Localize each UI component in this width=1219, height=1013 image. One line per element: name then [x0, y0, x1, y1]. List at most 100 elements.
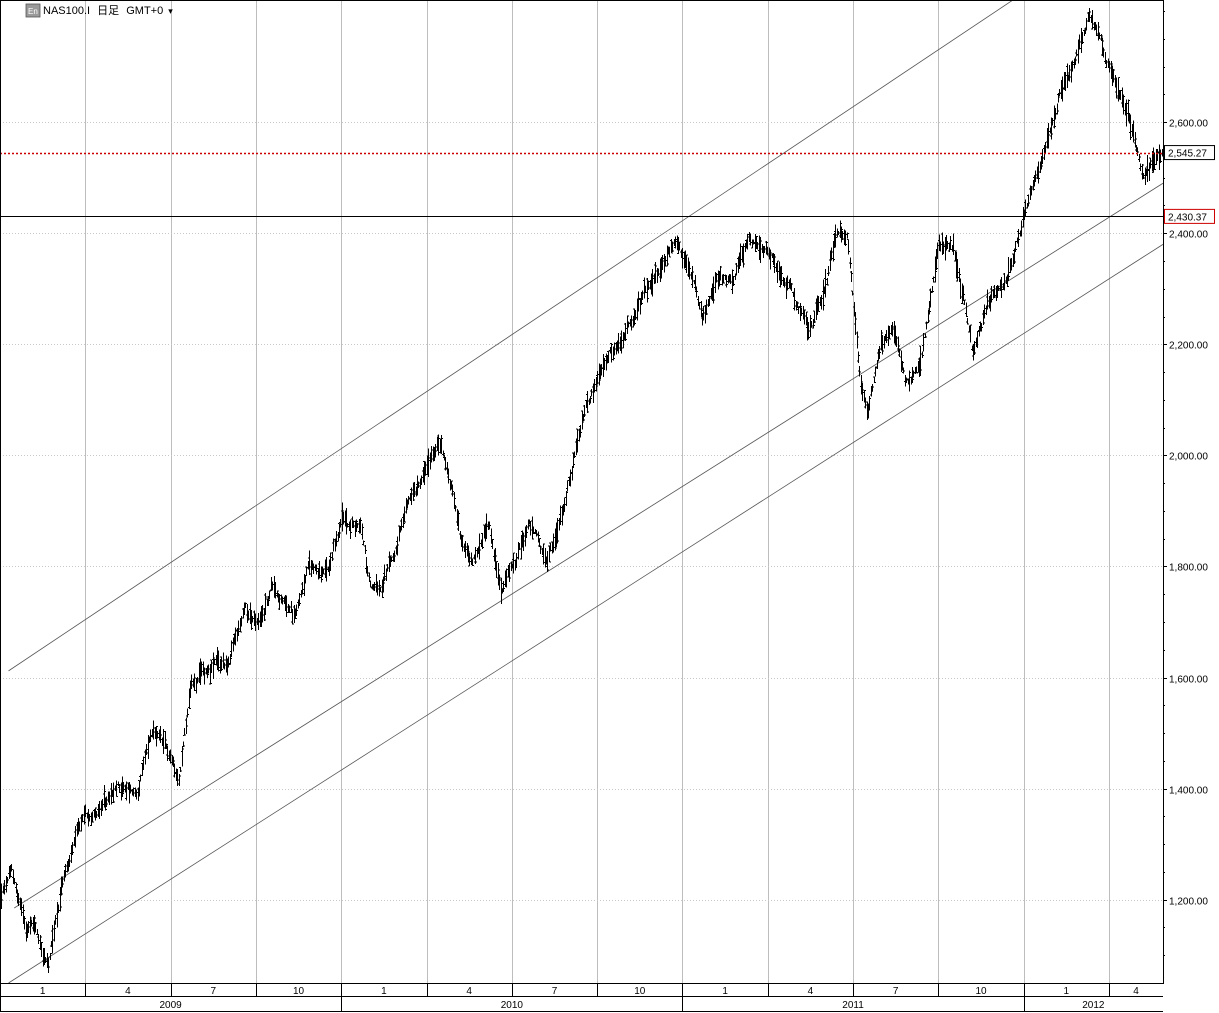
- price-bar: [288, 605, 291, 613]
- price-bar: [329, 552, 332, 572]
- price-bar: [172, 756, 175, 768]
- price-bar: [1119, 90, 1122, 100]
- price-bar: [346, 523, 349, 528]
- price-bar: [1053, 105, 1056, 129]
- price-bar: [626, 315, 629, 335]
- price-bar: [858, 365, 861, 377]
- current-price-tag-box: [1164, 145, 1215, 161]
- price-bar: [537, 531, 540, 543]
- price-bar: [813, 310, 816, 323]
- price-bar: [155, 725, 158, 747]
- price-bar: [156, 730, 159, 739]
- price-bar: [997, 285, 1000, 291]
- x-month-label: 7: [552, 986, 558, 997]
- price-bar: [746, 233, 749, 250]
- x-month-label: 7: [893, 986, 899, 997]
- price-bar: [1007, 257, 1010, 282]
- price-bar: [1051, 118, 1054, 126]
- price-bar: [839, 220, 842, 238]
- price-bar: [358, 519, 361, 534]
- price-bar: [257, 613, 260, 630]
- price-bar: [810, 320, 813, 329]
- price-bar: [809, 315, 812, 338]
- y-tick-label: 1,800.00: [1169, 563, 1208, 574]
- price-bar: [332, 538, 335, 552]
- price-bar: [857, 351, 860, 363]
- price-bar: [735, 263, 738, 275]
- price-bar: [878, 346, 881, 358]
- header-menu-icon[interactable]: ▾: [168, 6, 173, 16]
- price-bar: [125, 781, 128, 801]
- price-bar: [251, 615, 254, 623]
- price-bar: [440, 434, 443, 455]
- price-bar: [210, 659, 213, 674]
- price-bar: [634, 310, 637, 321]
- price-bar: [9, 864, 12, 878]
- symbol-icon-glyph: En: [28, 7, 38, 16]
- plot-border: [0, 0, 1164, 984]
- price-bar: [512, 552, 515, 574]
- price-bar: [1050, 117, 1053, 140]
- price-bar: [1061, 76, 1064, 102]
- price-bar: [542, 543, 545, 565]
- price-bar: [1097, 22, 1100, 41]
- price-bar: [525, 524, 528, 539]
- channel-line-lower: [8, 244, 1164, 984]
- price-bar: [481, 533, 484, 549]
- price-bar: [559, 505, 562, 526]
- price-bar: [355, 519, 358, 532]
- price-bar: [419, 478, 422, 490]
- price-bar: [935, 249, 938, 270]
- price-bar: [922, 333, 925, 352]
- price-bar: [946, 240, 949, 250]
- price-bar: [725, 275, 728, 288]
- price-bar: [1040, 155, 1043, 170]
- price-bar: [274, 581, 277, 599]
- price-bar: [765, 241, 768, 255]
- price-bar: [1074, 56, 1077, 65]
- price-bar: [403, 506, 406, 523]
- price-bar: [959, 278, 962, 300]
- price-bar: [320, 566, 323, 583]
- price-bar: [565, 491, 568, 506]
- price-bar: [678, 241, 681, 251]
- price-bar: [217, 650, 220, 672]
- price-bar: [1136, 146, 1139, 157]
- price-bar: [118, 783, 121, 794]
- price-bar: [552, 533, 555, 553]
- price-bar: [812, 319, 815, 329]
- level-price-tag-box: [1164, 208, 1215, 224]
- price-bar: [1019, 230, 1022, 237]
- price-bar: [1078, 34, 1081, 50]
- price-bar: [222, 652, 225, 669]
- timeframe-label: 日足: [97, 5, 119, 17]
- x-month-label: 4: [808, 986, 814, 997]
- price-bar: [1071, 60, 1074, 72]
- price-bar: [563, 497, 566, 513]
- price-bar: [37, 934, 40, 944]
- price-bar: [1010, 257, 1013, 271]
- price-bar: [417, 481, 420, 489]
- price-bar: [834, 224, 837, 248]
- price-bar: [298, 593, 301, 607]
- price-bar: [595, 376, 598, 392]
- price-bar: [931, 285, 934, 293]
- price-bar: [799, 302, 802, 321]
- price-bar: [179, 766, 182, 773]
- price-bar: [966, 317, 969, 325]
- price-bar: [383, 564, 386, 581]
- price-bar: [54, 915, 57, 925]
- price-bar: [229, 653, 232, 665]
- price-bar: [29, 916, 32, 935]
- price-bar: [44, 956, 47, 962]
- price-bar: [1027, 194, 1030, 207]
- price-bar: [863, 390, 866, 403]
- price-bar: [569, 469, 572, 487]
- price-bar: [132, 787, 135, 797]
- price-bar: [856, 331, 859, 349]
- chart-header[interactable]: En NAS100.I 日足 GMT+0 ▾: [25, 3, 173, 18]
- price-bar: [331, 551, 334, 561]
- price-bar: [20, 898, 23, 917]
